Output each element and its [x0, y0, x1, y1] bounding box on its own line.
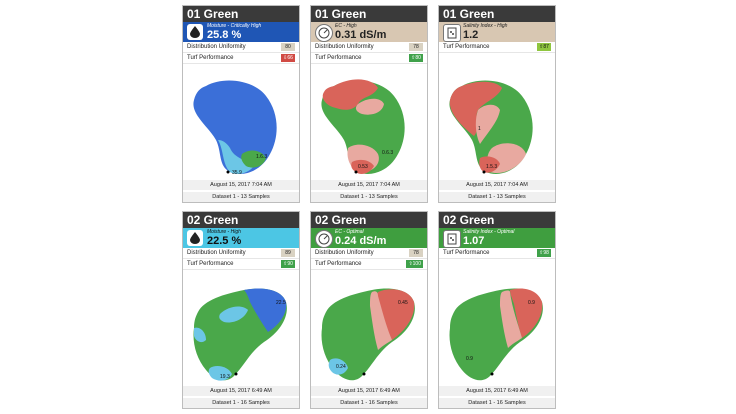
turf-performance-row: Turf Performance ⇩66 — [183, 53, 299, 64]
map-label: 1 — [478, 126, 481, 132]
map-label: 0.9 — [528, 300, 535, 306]
distribution-uniformity-badge: 80 — [281, 43, 295, 51]
dataset-info: Dataset 1 - 13 Samples — [183, 192, 299, 202]
green-card-02-salinity[interactable]: 02 Green Salinity Index - Optimal 1.07 T… — [438, 211, 556, 409]
salinity-icon — [443, 24, 461, 42]
metric-bar: Salinity Index - High 1.2 — [439, 22, 555, 42]
map-label: 22.5 — [276, 300, 286, 306]
map-label: 19.3 — [220, 374, 230, 380]
distribution-uniformity-row: Distribution Uniformity 78 — [311, 248, 427, 259]
card-title: 01 Green — [439, 6, 555, 22]
map-label: 0.6.3 — [382, 150, 393, 156]
turf-performance-badge: ⇧100 — [406, 260, 423, 268]
turf-performance-badge: ⇧87 — [537, 43, 551, 51]
metric-status: Salinity Index - High — [463, 23, 508, 29]
metric-status: Moisture - High — [207, 229, 241, 235]
metric-value: 22.5 % — [207, 235, 242, 247]
turf-performance-badge: ⇧80 — [409, 54, 423, 62]
metric-value: 25.8 % — [207, 29, 242, 41]
salinity-icon — [443, 230, 461, 248]
measurement-date: August 15, 2017 6:49 AM — [183, 386, 299, 396]
map-label: 1.5.3 — [486, 164, 497, 170]
turf-performance-label: Turf Performance — [443, 44, 490, 50]
green-map[interactable]: 1.6.3 35.9 — [184, 74, 298, 179]
dataset-info: Dataset 1 - 13 Samples — [439, 192, 555, 202]
turf-performance-row: Turf Performance ⇧80 — [311, 53, 427, 64]
map-label: 0.53 — [358, 164, 368, 170]
metric-bar: Moisture - Critically High 25.8 % — [183, 22, 299, 42]
map-label: 0.9 — [466, 356, 473, 362]
measurement-date: August 15, 2017 7:04 AM — [439, 180, 555, 190]
card-title: 02 Green — [183, 212, 299, 228]
dataset-info: Dataset 1 - 16 Samples — [311, 398, 427, 408]
metric-bar: EC - High 0.31 dS/m — [311, 22, 427, 42]
metric-status: Moisture - Critically High — [207, 23, 262, 29]
metric-value: 1.2 — [463, 29, 479, 41]
distribution-uniformity-label: Distribution Uniformity — [187, 44, 246, 50]
green-map[interactable]: 0.6.3 0.53 — [312, 74, 426, 179]
turf-performance-badge: ⇧98 — [537, 249, 551, 257]
distribution-uniformity-row: Distribution Uniformity 80 — [183, 42, 299, 53]
map-label: 0.45 — [398, 300, 408, 306]
green-card-02-moisture[interactable]: 02 Green Moisture - High 22.5 % Distribu… — [182, 211, 300, 409]
metric-bar: EC - Optimal 0.24 dS/m — [311, 228, 427, 248]
dataset-info: Dataset 1 - 16 Samples — [183, 398, 299, 408]
distribution-uniformity-badge: 78 — [409, 249, 423, 257]
distribution-uniformity-label: Distribution Uniformity — [315, 44, 374, 50]
green-map[interactable]: 1 1.5.3 — [440, 74, 554, 179]
green-map[interactable]: 0.9 0.9 — [440, 280, 554, 385]
map-label: 1.6.3 — [256, 154, 267, 160]
card-title: 02 Green — [439, 212, 555, 228]
card-title: 01 Green — [183, 6, 299, 22]
distribution-uniformity-label: Distribution Uniformity — [315, 250, 374, 256]
metric-bar: Salinity Index - Optimal 1.07 — [439, 228, 555, 248]
metric-value: 1.07 — [463, 235, 485, 247]
map-label: 0.24 — [336, 364, 346, 370]
distribution-uniformity-label: Distribution Uniformity — [187, 250, 246, 256]
card-title: 02 Green — [311, 212, 427, 228]
distribution-uniformity-row: Distribution Uniformity 78 — [311, 42, 427, 53]
turf-performance-label: Turf Performance — [443, 250, 490, 256]
card-title: 01 Green — [311, 6, 427, 22]
turf-performance-badge: ⇩66 — [281, 54, 295, 62]
measurement-date: August 15, 2017 7:04 AM — [183, 180, 299, 190]
metric-bar: Moisture - High 22.5 % — [183, 228, 299, 248]
turf-performance-label: Turf Performance — [187, 55, 234, 61]
measurement-date: August 15, 2017 7:04 AM — [311, 180, 427, 190]
turf-performance-label: Turf Performance — [315, 55, 362, 61]
dataset-info: Dataset 1 - 13 Samples — [311, 192, 427, 202]
metric-value: 0.24 dS/m — [335, 235, 387, 247]
turf-performance-row: Turf Performance ⇧98 — [439, 248, 555, 259]
measurement-date: August 15, 2017 6:49 AM — [439, 386, 555, 396]
metric-value: 0.31 dS/m — [335, 29, 387, 41]
ec-gauge-icon — [315, 230, 333, 248]
green-card-01-salinity[interactable]: 01 Green Salinity Index - High 1.2 Turf … — [438, 5, 556, 203]
distribution-uniformity-row: Distribution Uniformity 89 — [183, 248, 299, 259]
metric-status: Salinity Index - Optimal — [463, 229, 515, 235]
green-card-01-moisture[interactable]: 01 Green Moisture - Critically High 25.8… — [182, 5, 300, 203]
turf-performance-label: Turf Performance — [315, 261, 362, 267]
measurement-date: August 15, 2017 6:49 AM — [311, 386, 427, 396]
distribution-uniformity-badge: 89 — [281, 249, 295, 257]
green-card-01-ec[interactable]: 01 Green EC - High 0.31 dS/m Distributio… — [310, 5, 428, 203]
turf-performance-row: Turf Performance ⇧90 — [183, 259, 299, 270]
green-map[interactable]: 22.5 19.3 — [184, 280, 298, 385]
metric-status: EC - High — [335, 23, 357, 29]
ec-gauge-icon — [315, 24, 333, 42]
map-label: 35.9 — [232, 170, 242, 176]
distribution-uniformity-badge: 78 — [409, 43, 423, 51]
green-map[interactable]: 0.45 0.24 — [312, 280, 426, 385]
turf-performance-label: Turf Performance — [187, 261, 234, 267]
turf-performance-row: Turf Performance ⇧87 — [439, 42, 555, 53]
water-drop-icon — [187, 24, 203, 40]
metric-status: EC - Optimal — [335, 229, 364, 235]
dataset-info: Dataset 1 - 16 Samples — [439, 398, 555, 408]
water-drop-icon — [187, 230, 203, 246]
turf-performance-badge: ⇧90 — [281, 260, 295, 268]
turf-performance-row: Turf Performance ⇧100 — [311, 259, 427, 270]
green-card-02-ec[interactable]: 02 Green EC - Optimal 0.24 dS/m Distribu… — [310, 211, 428, 409]
